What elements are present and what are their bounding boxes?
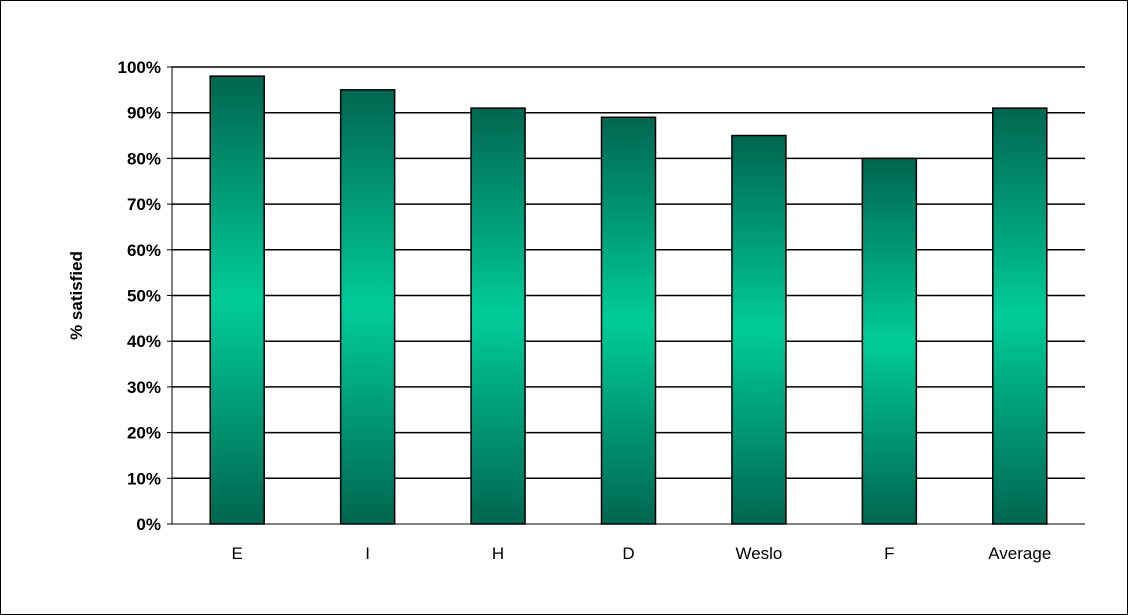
bar-e bbox=[209, 75, 265, 525]
x-tick-label: Average bbox=[988, 544, 1051, 563]
y-tick-label: 50% bbox=[127, 287, 161, 306]
y-axis-label: % satisfied bbox=[67, 251, 86, 340]
y-tick-label: 40% bbox=[127, 332, 161, 351]
y-tick-label: 100% bbox=[118, 58, 161, 77]
y-tick-labels: 0% 10% 20% 30% 40% 50% 60% 70% 80% 90% 100% bbox=[118, 58, 161, 534]
x-tick-label: I bbox=[365, 544, 370, 563]
y-tick-label: 90% bbox=[127, 104, 161, 123]
bar-weslo bbox=[731, 134, 787, 525]
y-tick-label: 30% bbox=[127, 378, 161, 397]
x-tick-label: Weslo bbox=[735, 544, 782, 563]
bar-f bbox=[861, 157, 918, 525]
x-tick-labels: E I H D Weslo F Average bbox=[232, 544, 1052, 563]
y-tick-label: 70% bbox=[127, 195, 161, 214]
bar-d bbox=[600, 116, 657, 525]
x-tick-label: E bbox=[232, 544, 243, 563]
bar-i bbox=[339, 89, 396, 525]
x-tick-label: D bbox=[622, 544, 634, 563]
y-tick-label: 80% bbox=[127, 149, 161, 168]
bar-h bbox=[470, 107, 526, 525]
y-tick-label: 20% bbox=[127, 424, 161, 443]
y-tick-label: 10% bbox=[127, 469, 161, 488]
x-tick-label: F bbox=[884, 544, 894, 563]
bars bbox=[209, 75, 1048, 525]
bar-average bbox=[992, 107, 1048, 525]
gridlines bbox=[172, 66, 1085, 480]
y-tick-label: 0% bbox=[136, 515, 161, 534]
y-tick-label: 60% bbox=[127, 241, 161, 260]
x-tick-label: H bbox=[492, 544, 504, 563]
